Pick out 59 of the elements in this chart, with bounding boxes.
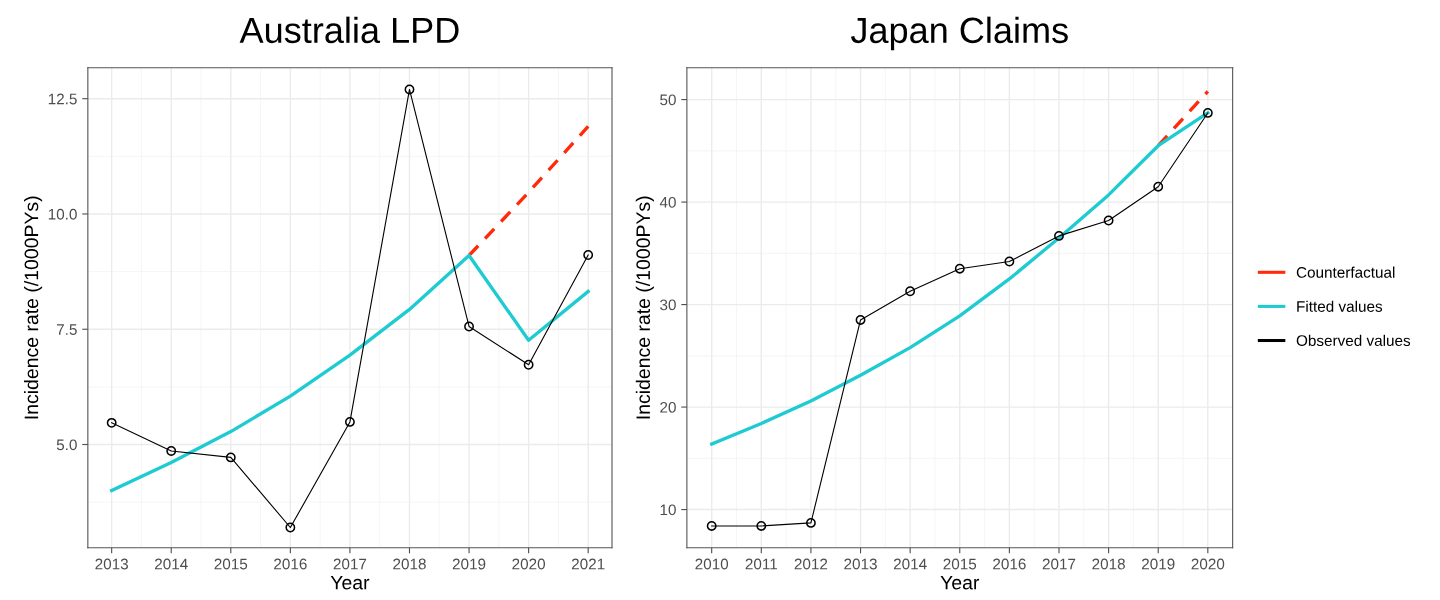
legend-label: Observed values (1296, 334, 1411, 346)
x-axis-title: Year (940, 575, 980, 590)
x-tick-label: 2010 (695, 558, 729, 570)
x-tick-label: 2020 (512, 558, 546, 570)
x-tick-label: 2015 (943, 558, 977, 570)
y-tick-label: 10.0 (48, 208, 77, 220)
x-tick-label: 2015 (214, 558, 248, 570)
x-tick-label: 2017 (1042, 558, 1076, 570)
point (1103, 215, 1114, 226)
y-tick-label: 20 (660, 401, 676, 413)
x-tick-label: 2018 (1092, 558, 1125, 570)
point (106, 417, 117, 428)
y-tick-label: 5.0 (56, 439, 77, 451)
x-tick-label: 2016 (993, 558, 1026, 570)
point (583, 250, 594, 260)
chart-title: Japan Claims (850, 16, 1068, 51)
x-tick-label: 2014 (893, 558, 927, 570)
y-axis-title: Incidence rate (/1000PYs) (24, 196, 43, 419)
line-series (110, 253, 590, 493)
x-tick-label: 2013 (844, 558, 877, 570)
point (1054, 230, 1064, 241)
y-tick-label: 12.5 (48, 93, 77, 105)
point (1004, 256, 1015, 267)
point (954, 263, 965, 274)
y-axis-title: Incidence rate (/1000PYs) (635, 196, 654, 419)
x-tick-label: 2011 (745, 558, 777, 570)
point (344, 416, 355, 427)
point (1153, 181, 1164, 192)
point (225, 452, 236, 463)
y-tick-label: 30 (660, 299, 676, 311)
x-tick-label: 2017 (333, 558, 367, 570)
chart-title: Australia LPD (239, 16, 459, 44)
x-tick-label: 2020 (1191, 558, 1225, 570)
x-tick-label: 2013 (95, 558, 128, 570)
y-tick-label: 7.5 (56, 324, 77, 335)
x-tick-label: 2021 (571, 558, 605, 570)
y-tick-label: 40 (659, 196, 676, 208)
legend-label: Counterfactual (1296, 266, 1395, 278)
point (404, 84, 415, 95)
x-tick-label: 2012 (794, 558, 828, 570)
x-tick-label: 2014 (155, 558, 188, 570)
point (756, 521, 767, 531)
point (706, 521, 717, 531)
legend-label: Fitted values (1297, 300, 1383, 312)
x-axis-title: Year (330, 575, 370, 590)
x-tick-label: 2016 (274, 558, 307, 570)
point (285, 522, 296, 533)
y-tick-label: 10 (660, 504, 676, 516)
point (523, 359, 534, 370)
point (464, 321, 474, 332)
x-tick-label: 2019 (452, 558, 486, 570)
y-tick-label: 50 (660, 94, 676, 106)
point (166, 446, 177, 456)
point (905, 286, 916, 297)
point (805, 517, 816, 528)
x-tick-label: 2019 (1142, 558, 1175, 570)
point (855, 315, 866, 325)
x-tick-label: 2018 (393, 558, 426, 570)
point (1202, 107, 1213, 118)
